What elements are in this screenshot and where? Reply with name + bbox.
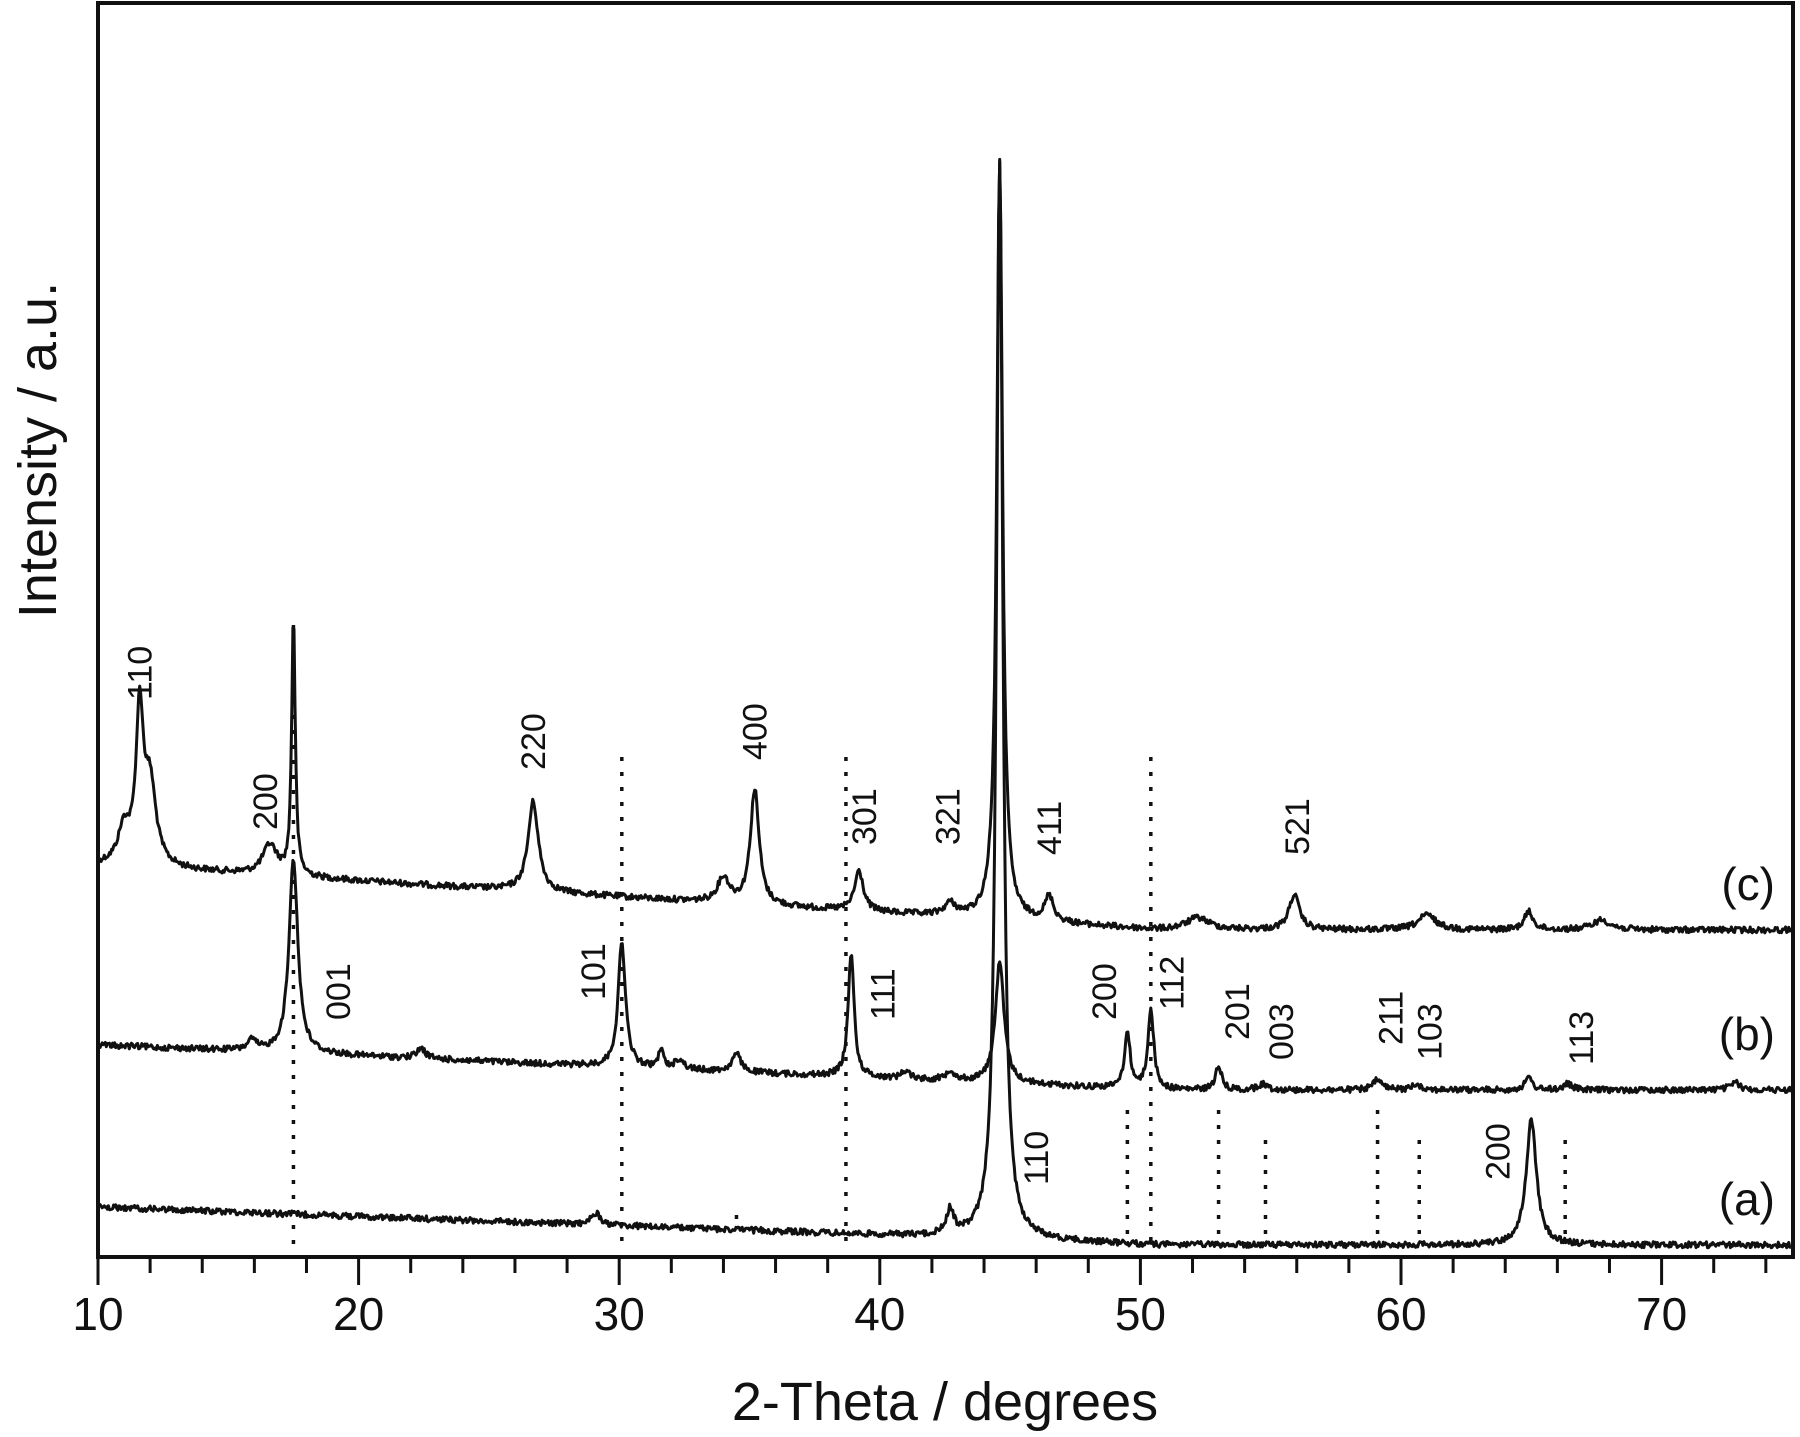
peak-label: 003 — [1263, 1003, 1301, 1060]
x-axis-tick-labels: 10 20 30 40 50 60 70 — [72, 1288, 1687, 1340]
reference-dotted-lines — [291, 625, 1567, 1257]
peak-label: 211 — [1373, 991, 1411, 1045]
peak-label: 113 — [1563, 1011, 1601, 1065]
x-tick-label: 60 — [1375, 1288, 1426, 1340]
x-tick-label: 20 — [333, 1288, 384, 1340]
series-label: (b) — [1719, 1008, 1775, 1060]
x-tick-label: 50 — [1115, 1288, 1166, 1340]
peak-label: 400 — [737, 703, 775, 760]
peak-label: 521 — [1279, 798, 1317, 855]
curve-a — [96, 157, 1792, 1250]
x-tick-label: 70 — [1636, 1288, 1687, 1340]
peak-label: 321 — [930, 788, 968, 845]
series-labels: (c) (b) (a) — [1719, 858, 1775, 1225]
curve-c — [96, 159, 1793, 935]
peak-label: 112 — [1154, 956, 1192, 1010]
peak-label: 220 — [515, 713, 553, 770]
peak-label: 110 — [1018, 1131, 1056, 1185]
x-tick-label: 40 — [854, 1288, 905, 1340]
x-axis-ticks — [96, 1257, 1768, 1285]
diffraction-curves — [96, 157, 1793, 1250]
peak-label: 111 — [864, 968, 902, 1020]
peak-label: 110 — [122, 646, 160, 700]
peak-label: 200 — [1479, 1123, 1517, 1180]
x-axis-title: 2-Theta / degrees — [732, 1372, 1158, 1432]
series-label: (c) — [1721, 858, 1775, 910]
series-label: (a) — [1719, 1173, 1775, 1225]
x-tick-label: 30 — [594, 1288, 645, 1340]
y-axis-title: Intensity / a.u. — [8, 282, 68, 618]
peak-label: 201 — [1219, 983, 1257, 1040]
peak-label: 301 — [846, 788, 884, 845]
plot-frame — [96, 1, 1795, 1259]
peak-label: 001 — [320, 963, 358, 1020]
curve-b — [96, 858, 1793, 1095]
peak-label: 200 — [1086, 963, 1124, 1020]
peak-index-labels: 110 200 220 400 301 321 411 521 001 101 111 200 112 2… — [122, 646, 1601, 1185]
peak-label: 103 — [1412, 1003, 1450, 1060]
peak-label: 200 — [247, 773, 285, 830]
peak-label: 411 — [1031, 801, 1069, 855]
x-tick-label: 10 — [72, 1288, 123, 1340]
peak-label: 101 — [575, 943, 613, 1000]
